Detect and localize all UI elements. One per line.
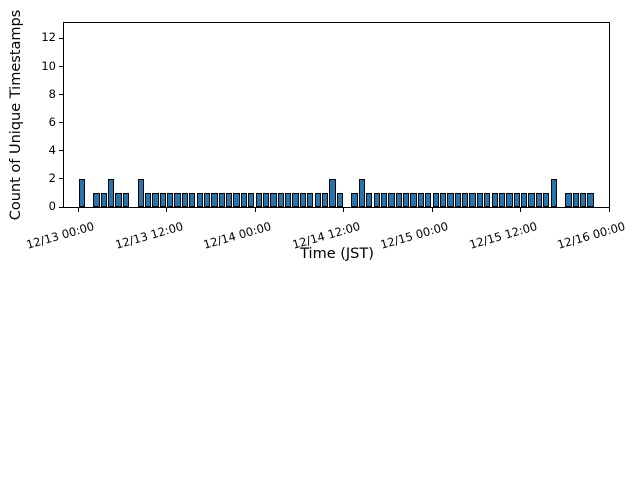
y-tick-label: 12 — [41, 30, 56, 45]
bar — [307, 192, 314, 207]
bar — [587, 192, 594, 207]
bar — [211, 192, 218, 207]
x-tick-label: 12/13 12:00 — [113, 219, 185, 252]
bar — [226, 192, 233, 207]
bar — [299, 192, 307, 207]
x-tick-label: 12/15 12:00 — [467, 219, 539, 252]
bar — [329, 178, 336, 207]
x-tick-label: 12/15 00:00 — [378, 219, 450, 252]
bar — [100, 192, 107, 207]
y-tick-label: 2 — [48, 170, 56, 185]
bar — [233, 192, 240, 207]
bar — [380, 192, 388, 207]
bar — [240, 192, 248, 207]
bar — [484, 192, 491, 207]
bar — [403, 192, 410, 207]
bar — [388, 192, 395, 207]
y-tick-mark — [59, 178, 63, 180]
bar — [535, 192, 543, 207]
bar — [137, 178, 144, 207]
y-tick-mark — [59, 122, 63, 124]
y-tick-mark — [59, 37, 63, 39]
bar — [270, 192, 277, 207]
bar — [425, 192, 432, 207]
bar — [358, 178, 366, 207]
bar — [159, 192, 166, 207]
bar — [78, 178, 85, 207]
y-tick-label: 10 — [41, 58, 56, 73]
y-tick-mark — [59, 94, 63, 96]
bar — [115, 192, 122, 207]
plot-area — [63, 22, 610, 208]
x-tick-label: 12/16 00:00 — [555, 219, 627, 252]
bar — [550, 178, 557, 207]
bar — [189, 192, 196, 207]
bar — [454, 192, 461, 207]
bar — [218, 192, 225, 207]
bar — [203, 192, 211, 207]
x-tick-mark — [343, 208, 344, 212]
x-tick-mark — [166, 208, 167, 212]
bar — [572, 192, 579, 207]
bar — [336, 192, 343, 207]
bar — [122, 192, 130, 207]
bar — [491, 192, 498, 207]
bar — [152, 192, 159, 207]
bar — [476, 192, 484, 207]
bar — [167, 192, 174, 207]
y-tick-label: 6 — [48, 114, 56, 129]
x-tick-mark — [254, 208, 256, 212]
bar — [181, 192, 189, 207]
y-tick-mark — [59, 150, 63, 152]
bar — [93, 192, 100, 207]
bar — [543, 192, 550, 207]
x-tick-mark — [608, 208, 610, 212]
bar — [513, 192, 520, 207]
bar — [285, 192, 292, 207]
bar — [447, 192, 454, 207]
y-tick-label: 0 — [48, 199, 56, 213]
bar — [498, 192, 506, 207]
bar — [469, 192, 476, 207]
bar — [439, 192, 447, 207]
bar — [314, 192, 321, 207]
x-tick-mark — [77, 208, 79, 212]
bar — [248, 192, 255, 207]
bar — [528, 192, 535, 207]
bar — [321, 192, 329, 207]
bar — [373, 192, 380, 207]
bar — [417, 192, 425, 207]
bar — [277, 192, 284, 207]
y-tick-label: 4 — [48, 142, 56, 157]
x-axis-label: Time (JST) — [300, 246, 374, 262]
bar — [262, 192, 270, 207]
x-tick-mark — [431, 208, 433, 212]
bar — [580, 192, 587, 207]
bar — [174, 192, 181, 207]
x-tick-mark — [520, 208, 521, 212]
bar — [506, 192, 513, 207]
bar — [521, 192, 528, 207]
bar — [395, 192, 402, 207]
bar — [366, 192, 373, 207]
bar — [462, 192, 469, 207]
bar — [144, 192, 152, 207]
bar — [432, 192, 439, 207]
y-tick-mark — [59, 206, 63, 208]
bar — [410, 192, 417, 207]
y-tick-mark — [59, 66, 63, 68]
bar — [255, 192, 262, 207]
bars-container — [64, 23, 609, 207]
bar — [292, 192, 299, 207]
bar — [351, 192, 358, 207]
bar — [565, 192, 572, 207]
x-tick-label: 12/13 00:00 — [24, 219, 96, 252]
bar — [196, 192, 203, 207]
x-tick-label: 12/14 00:00 — [201, 219, 273, 252]
bar — [108, 178, 115, 207]
y-tick-label: 8 — [48, 86, 56, 101]
